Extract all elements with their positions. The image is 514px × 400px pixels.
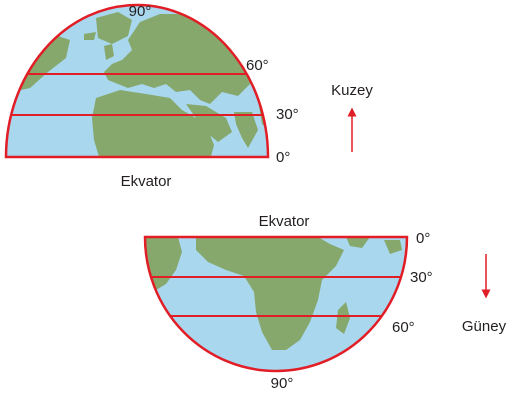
south-direction-label: Güney bbox=[462, 318, 507, 335]
north-direction-label: Kuzey bbox=[331, 82, 373, 99]
south-latitude-60-label: 60° bbox=[392, 319, 415, 336]
northern-hemisphere: 90° 60° 30° 0° Ekvator Kuzey bbox=[4, 3, 373, 190]
north-pole-label: 90° bbox=[129, 3, 152, 20]
south-hemisphere-outline bbox=[143, 235, 409, 373]
north-hemisphere-outline bbox=[4, 3, 270, 159]
north-latitude-0-label: 0° bbox=[276, 149, 290, 166]
north-latitude-60-label: 60° bbox=[246, 57, 269, 74]
north-equator-label: Ekvator bbox=[121, 173, 172, 190]
north-latitude-30-label: 30° bbox=[276, 106, 299, 123]
south-equator-label: Ekvator bbox=[259, 213, 310, 230]
southern-hemisphere: Ekvator 0° 30° 60° 90° Güney bbox=[143, 213, 507, 392]
south-latitude-0-label: 0° bbox=[416, 230, 430, 247]
south-pole-label: 90° bbox=[271, 375, 294, 392]
south-latitude-30-label: 30° bbox=[410, 269, 433, 286]
